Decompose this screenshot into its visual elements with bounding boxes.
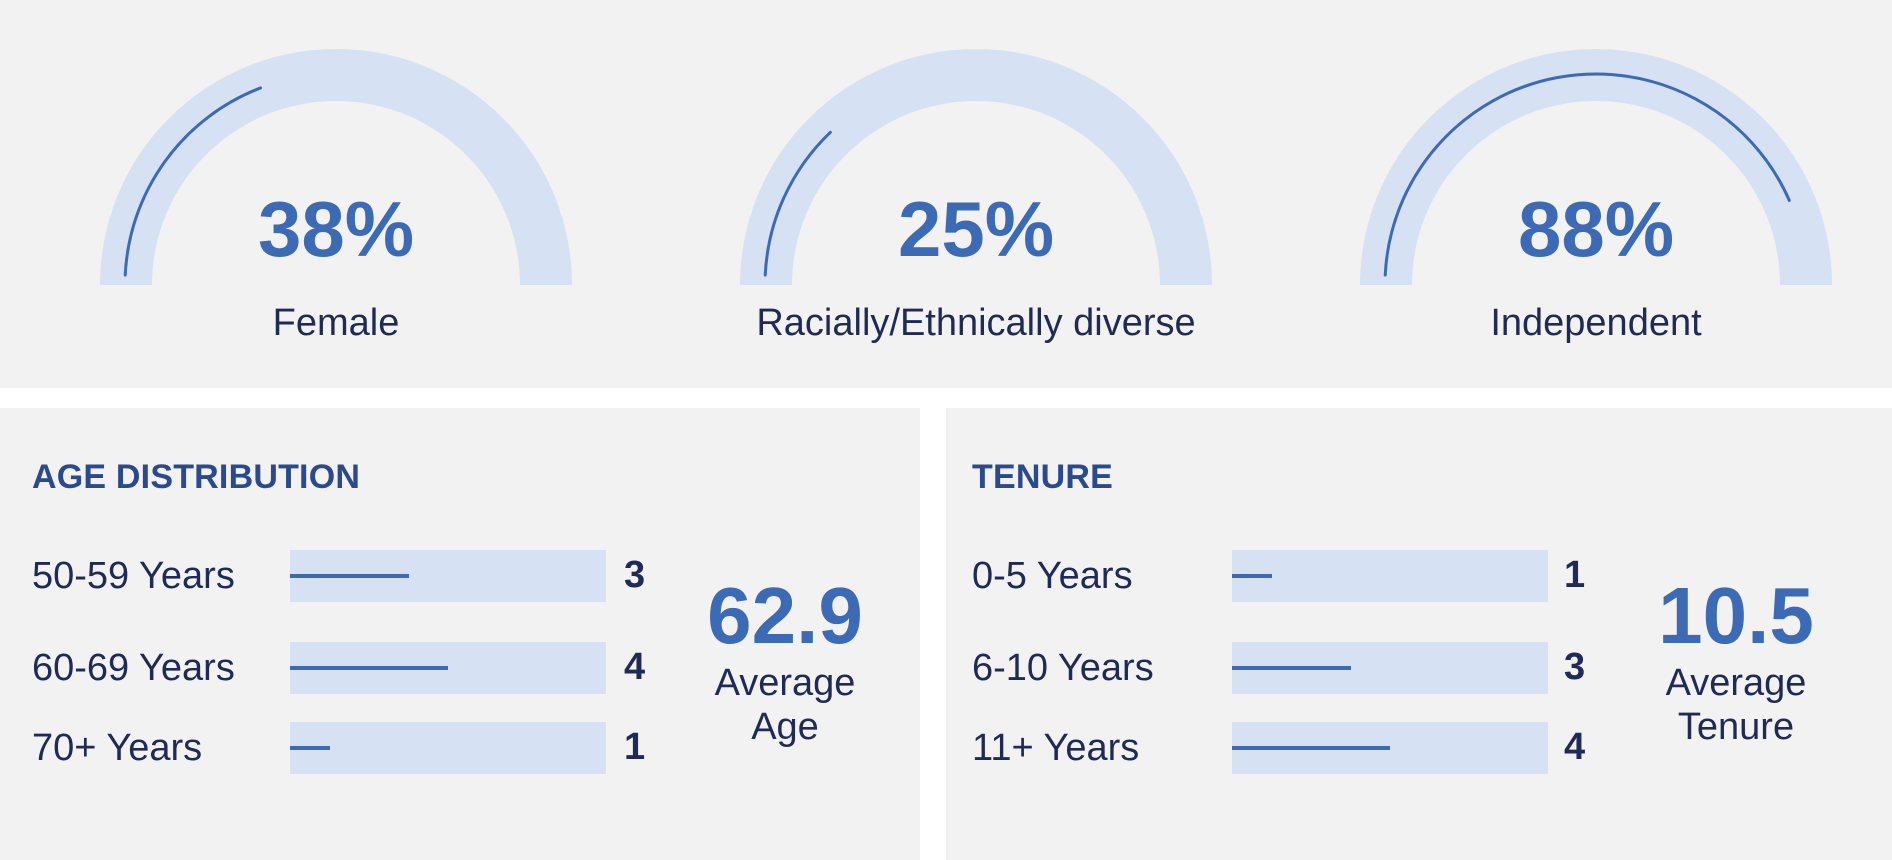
tenure-row-label: 0-5 Years [972, 555, 1133, 597]
age-row: 50-59 Years 3 [0, 550, 920, 602]
age-row-track [290, 550, 606, 602]
age-row: 60-69 Years 4 [0, 642, 920, 694]
age-row-label: 70+ Years [32, 727, 203, 769]
tenure-row-count: 1 [1564, 554, 1586, 596]
age-distribution-title: AGE DISTRIBUTION [32, 458, 361, 496]
gauge-independent-label: Independent [1490, 302, 1702, 344]
tenure-row: 0-5 Years 1 [946, 550, 1892, 602]
age-distribution-panel: AGE DISTRIBUTION 50-59 Years 3 60-69 Yea… [0, 408, 920, 860]
average-age: 62.9 Average Age [665, 576, 905, 749]
gauge-diverse-value: 25% [897, 185, 1055, 273]
tenure-row-count: 3 [1564, 646, 1586, 688]
average-tenure: 10.5 Average Tenure [1616, 576, 1856, 749]
age-row-bar [290, 574, 409, 578]
tenure-panel: TENURE 0-5 Years 1 6-10 Years 3 11+ Year… [946, 408, 1892, 860]
gauge-female-svg [100, 49, 572, 286]
average-tenure-label-line2: Tenure [1677, 705, 1795, 748]
gauge-diverse-value-arc [763, 130, 832, 277]
gauge-independent-value: 88% [1517, 185, 1675, 273]
average-age-value: 62.9 [707, 571, 863, 660]
tenure-row-track [1232, 722, 1548, 774]
gauge-female-label: Female [272, 302, 400, 344]
age-row-track [290, 722, 606, 774]
tenure-row-label: 11+ Years [972, 727, 1140, 769]
average-tenure-value: 10.5 [1658, 571, 1814, 660]
tenure-row: 6-10 Years 3 [946, 642, 1892, 694]
tenure-row: 11+ Years 4 [946, 722, 1892, 774]
gauge-independent-value-arc [1383, 72, 1791, 277]
gauges-panel: 38% Female 25% Racially/Ethnically diver… [0, 0, 1892, 388]
average-age-label-line2: Age [751, 705, 819, 748]
tenure-row-track [1232, 550, 1548, 602]
age-row-label: 60-69 Years [32, 647, 235, 689]
age-row-count: 1 [624, 726, 646, 768]
age-row: 70+ Years 1 [0, 722, 920, 774]
gauge-female-value: 38% [257, 185, 415, 273]
age-row-label: 50-59 Years [32, 555, 235, 597]
tenure-row-bar [1232, 746, 1390, 750]
gauge-independent-svg [1360, 49, 1832, 286]
age-row-bar [290, 746, 330, 750]
gauge-female-value-arc [123, 86, 263, 277]
gauge-diverse-svg [740, 49, 1212, 286]
average-tenure-label-line1: Average [1665, 662, 1807, 704]
age-row-count: 3 [624, 554, 646, 596]
age-row-track [290, 642, 606, 694]
tenure-row-bar [1232, 574, 1272, 578]
gauge-diverse: 25% Racially/Ethnically diverse [676, 0, 1276, 388]
tenure-title: TENURE [972, 458, 1113, 496]
age-row-bar [290, 666, 448, 670]
tenure-row-count: 4 [1564, 726, 1586, 768]
gauge-diverse-label: Racially/Ethnically diverse [756, 302, 1196, 344]
age-row-count: 4 [624, 646, 646, 688]
tenure-row-bar [1232, 666, 1351, 670]
gauge-female: 38% Female [36, 0, 636, 388]
tenure-row-track [1232, 642, 1548, 694]
tenure-row-label: 6-10 Years [972, 647, 1154, 689]
average-age-label-line1: Average [714, 662, 856, 704]
gauge-independent: 88% Independent [1296, 0, 1892, 388]
